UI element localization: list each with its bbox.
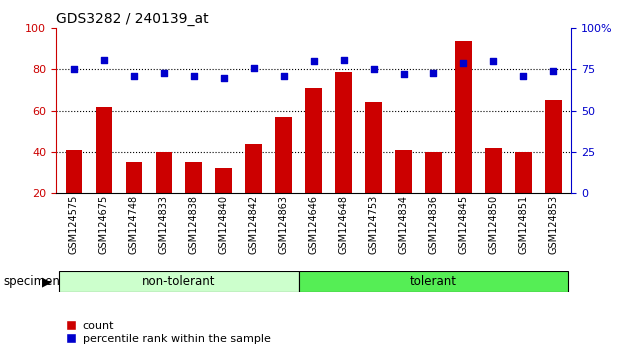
Bar xyxy=(125,162,142,193)
Bar xyxy=(275,117,292,193)
Text: GSM124845: GSM124845 xyxy=(458,195,468,254)
Bar xyxy=(306,88,322,193)
Text: GSM124833: GSM124833 xyxy=(159,195,169,254)
Point xyxy=(399,72,409,77)
Text: GSM124753: GSM124753 xyxy=(368,195,379,254)
Point xyxy=(189,73,199,79)
Bar xyxy=(66,150,82,193)
Bar xyxy=(425,152,442,193)
Text: GSM124675: GSM124675 xyxy=(99,195,109,254)
Bar xyxy=(245,144,262,193)
Point xyxy=(248,65,258,71)
Point xyxy=(548,68,558,74)
Text: non-tolerant: non-tolerant xyxy=(142,275,215,288)
Bar xyxy=(455,41,472,193)
Point xyxy=(458,60,468,66)
Bar xyxy=(155,152,172,193)
Bar xyxy=(365,102,382,193)
Text: GSM124838: GSM124838 xyxy=(189,195,199,254)
Bar xyxy=(545,100,561,193)
Text: GSM124850: GSM124850 xyxy=(488,195,499,254)
Text: GSM124834: GSM124834 xyxy=(399,195,409,254)
Point xyxy=(519,73,528,79)
Bar xyxy=(186,162,202,193)
Text: GSM124840: GSM124840 xyxy=(219,195,229,254)
Bar xyxy=(96,107,112,193)
Bar xyxy=(485,148,502,193)
Bar xyxy=(515,152,532,193)
Legend: count, percentile rank within the sample: count, percentile rank within the sample xyxy=(61,316,275,348)
Text: GSM124863: GSM124863 xyxy=(279,195,289,254)
FancyBboxPatch shape xyxy=(59,271,299,292)
Point xyxy=(279,73,289,79)
Point xyxy=(219,75,229,81)
Text: GSM124851: GSM124851 xyxy=(519,195,528,254)
Text: specimen: specimen xyxy=(3,275,60,288)
Text: GSM124646: GSM124646 xyxy=(309,195,319,254)
FancyBboxPatch shape xyxy=(299,271,568,292)
Bar xyxy=(395,150,412,193)
Point xyxy=(159,70,169,76)
Point xyxy=(338,57,348,62)
Bar xyxy=(335,72,352,193)
Text: ▶: ▶ xyxy=(42,275,52,288)
Point xyxy=(69,67,79,72)
Bar xyxy=(215,168,232,193)
Point xyxy=(99,57,109,62)
Text: GSM124842: GSM124842 xyxy=(248,195,259,254)
Point xyxy=(309,58,319,64)
Text: tolerant: tolerant xyxy=(410,275,457,288)
Text: GSM124836: GSM124836 xyxy=(428,195,438,254)
Point xyxy=(489,58,499,64)
Text: GSM124853: GSM124853 xyxy=(548,195,558,254)
Text: GSM124748: GSM124748 xyxy=(129,195,139,254)
Text: GSM124648: GSM124648 xyxy=(338,195,348,254)
Point xyxy=(428,70,438,76)
Text: GSM124575: GSM124575 xyxy=(69,195,79,254)
Text: GDS3282 / 240139_at: GDS3282 / 240139_at xyxy=(56,12,209,26)
Point xyxy=(369,67,379,72)
Point xyxy=(129,73,138,79)
